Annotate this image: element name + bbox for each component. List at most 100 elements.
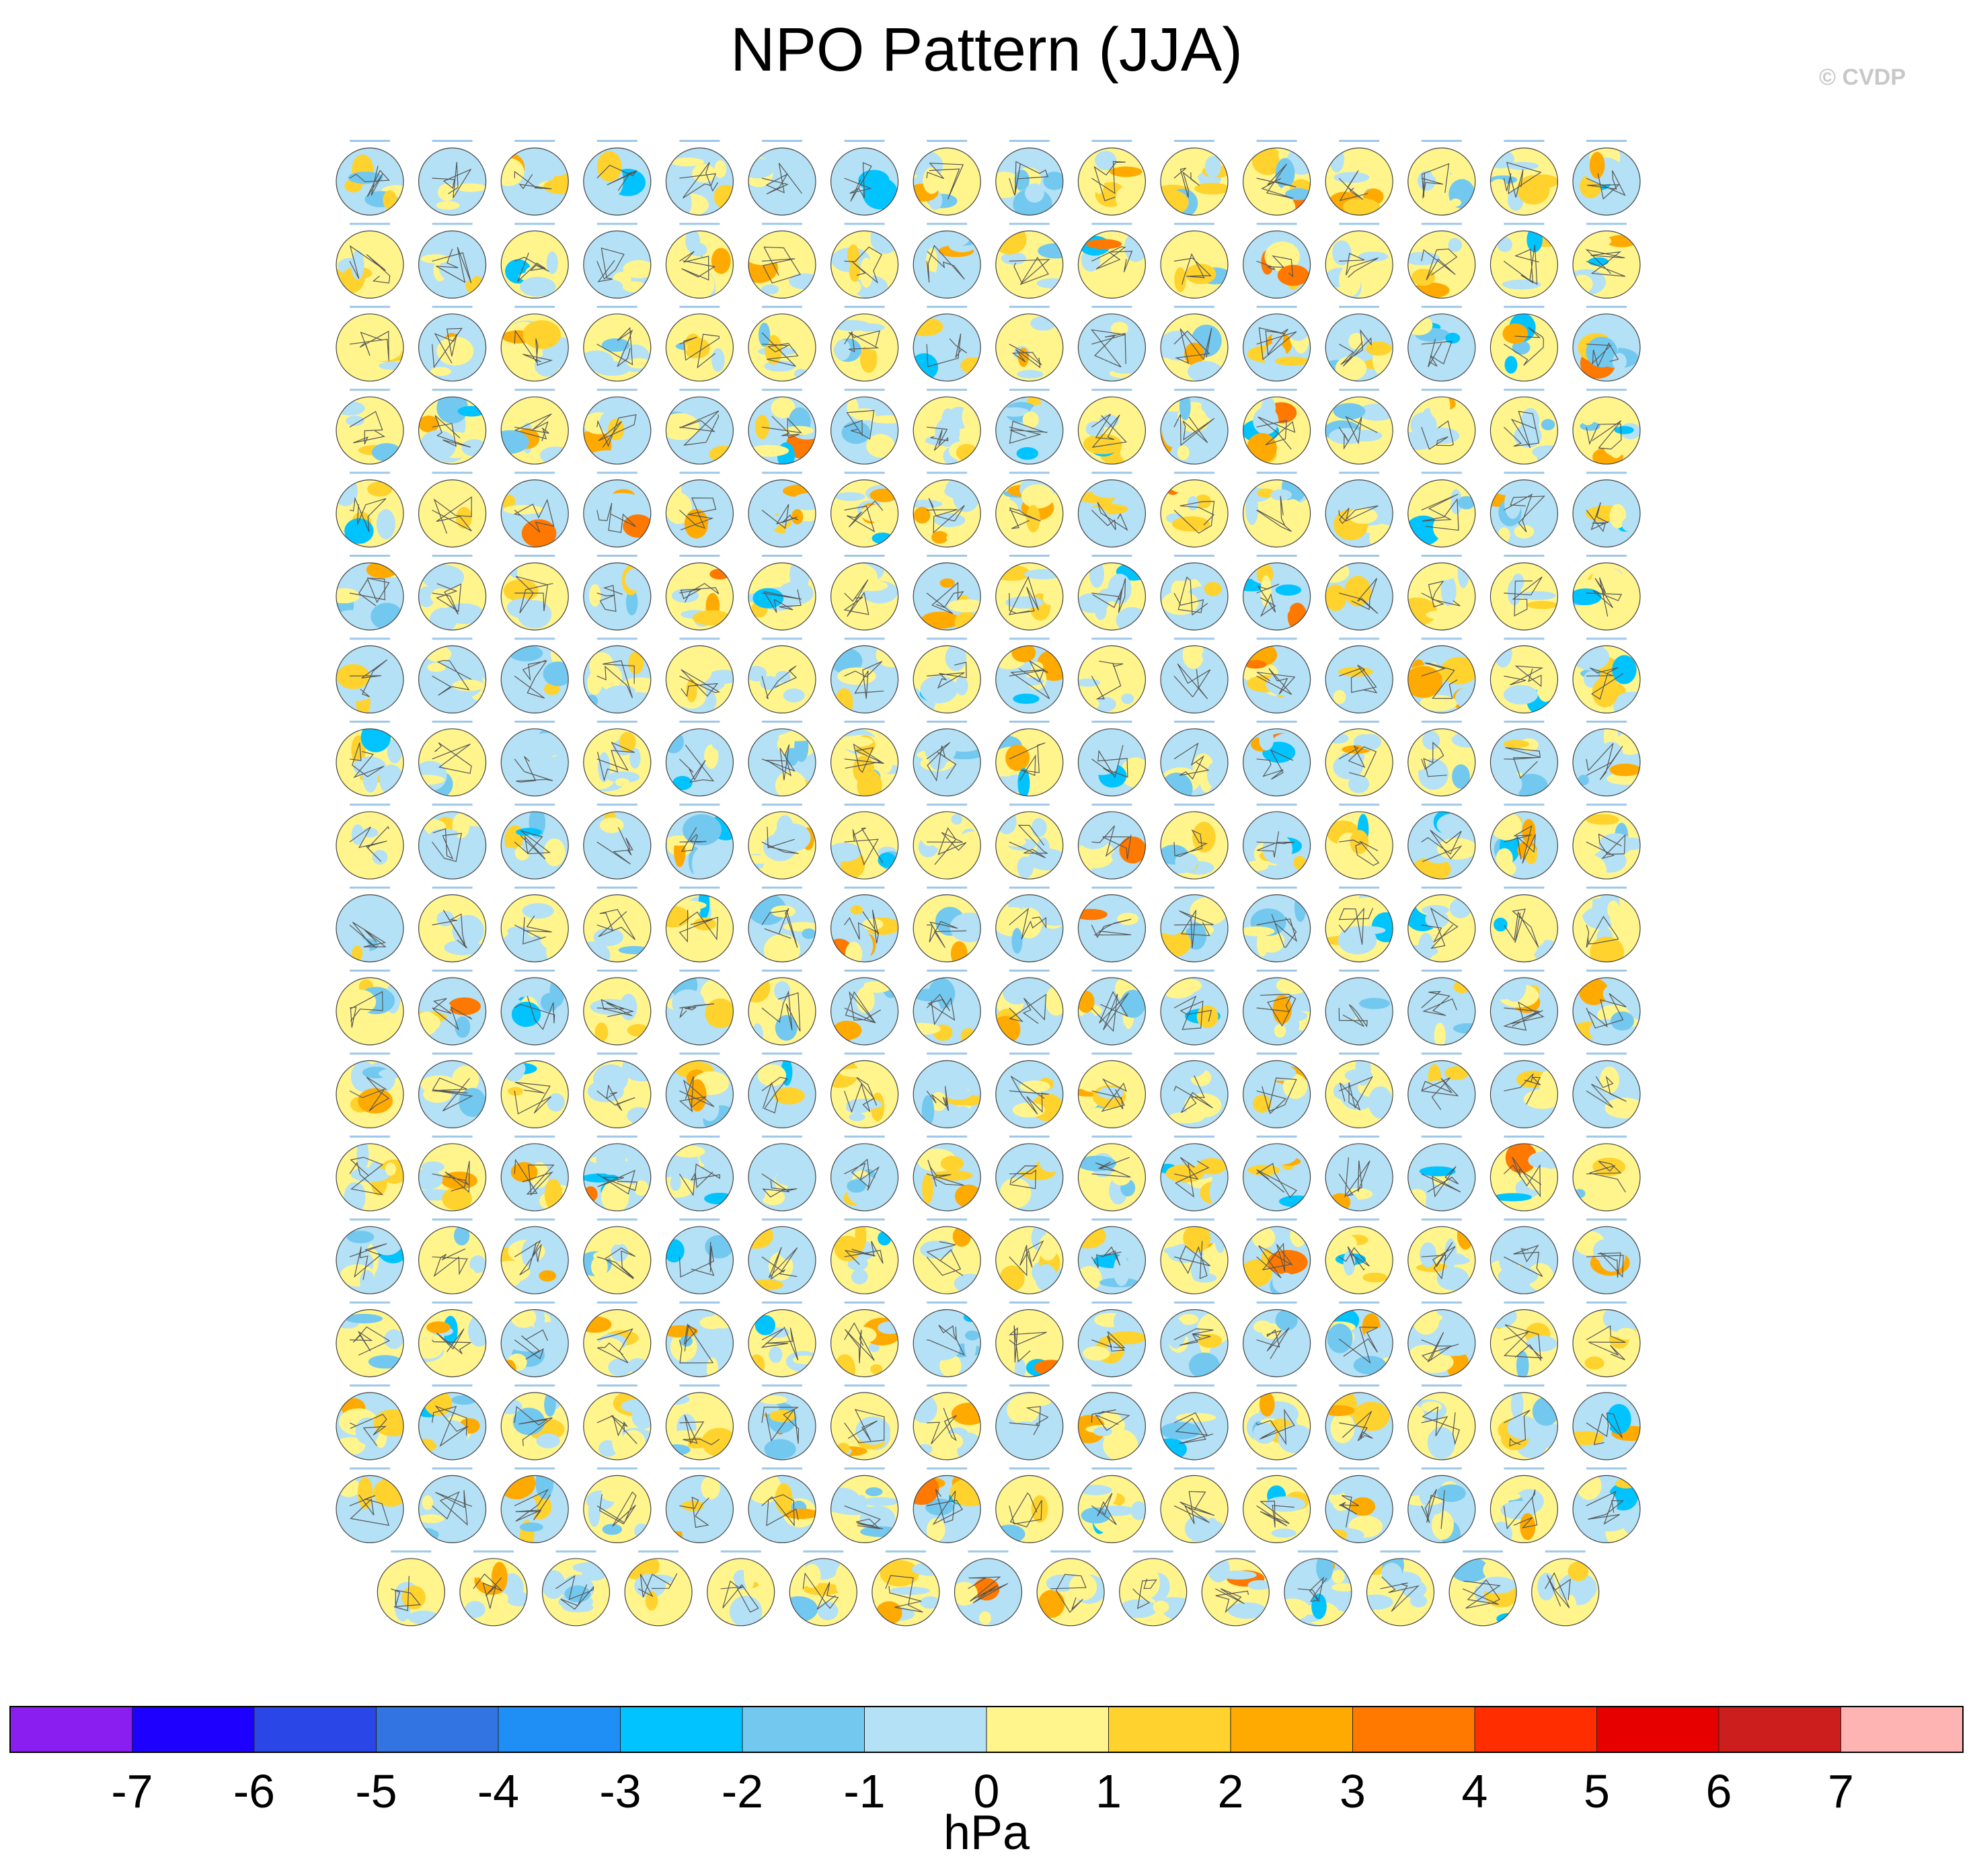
coastline	[1009, 1165, 1038, 1189]
anomaly-blob	[352, 945, 363, 962]
anomaly-blob	[1615, 336, 1640, 348]
coastline	[844, 1077, 878, 1113]
anomaly-blob	[792, 493, 816, 510]
anomaly-blob	[748, 1280, 783, 1290]
panel-caption	[679, 223, 720, 225]
panel-border	[665, 645, 734, 714]
panel-border	[913, 1392, 981, 1460]
anomaly-blob	[1163, 742, 1183, 755]
anomaly-blob	[589, 584, 601, 607]
anomaly-blob	[870, 828, 898, 837]
panel-caption	[844, 1384, 885, 1386]
panel-caption	[927, 1052, 968, 1055]
panel-border	[665, 811, 734, 880]
anomaly-blob	[1455, 251, 1469, 260]
anomaly-blob	[835, 688, 853, 713]
anomaly-blob	[1204, 582, 1222, 596]
panel-border	[336, 396, 404, 465]
map-panel	[1325, 1467, 1393, 1543]
anomaly-blob	[443, 603, 484, 625]
colorbar-bin	[986, 1706, 1109, 1753]
map-panel	[1325, 140, 1393, 216]
anomaly-blob	[1578, 775, 1589, 786]
anomaly-blob	[362, 340, 402, 361]
panel-caption	[844, 1052, 885, 1055]
panel-border	[1407, 811, 1476, 880]
anomaly-blob	[1177, 445, 1190, 461]
anomaly-blob	[933, 272, 967, 299]
anomaly-blob	[1278, 1352, 1309, 1369]
anomaly-blob	[1445, 332, 1461, 344]
panel-caption	[350, 471, 390, 474]
map-panel	[665, 1467, 734, 1543]
anomaly-blob	[1253, 1095, 1272, 1113]
panel-border	[1325, 396, 1393, 465]
anomaly-blob	[1179, 397, 1191, 421]
panel-border	[1490, 230, 1558, 299]
anomaly-blob	[383, 190, 397, 210]
anomaly-blob	[1428, 1105, 1440, 1126]
anomaly-blob	[1494, 917, 1508, 932]
anomaly-blob	[855, 1416, 890, 1445]
panel-border	[995, 645, 1064, 714]
anomaly-blob	[834, 339, 851, 360]
anomaly-blob	[689, 271, 715, 299]
panel-border	[1572, 1475, 1641, 1543]
panel-border	[500, 1308, 569, 1378]
map-panel	[1160, 140, 1229, 216]
map-panel	[500, 1384, 569, 1460]
map-panel	[1077, 389, 1147, 465]
anomaly-blob	[850, 905, 863, 915]
anomaly-blob	[860, 504, 896, 522]
panel-border	[336, 1392, 404, 1460]
map-panel	[830, 389, 899, 465]
map-panel	[1407, 1135, 1476, 1212]
coastline	[596, 1084, 635, 1111]
coastline	[1009, 1325, 1047, 1363]
map-panel	[1490, 555, 1558, 631]
panel-border	[1325, 313, 1393, 382]
panel-border	[1407, 1060, 1476, 1129]
map-panel	[1490, 1384, 1558, 1460]
map-panel	[913, 1384, 981, 1460]
anomaly-blob	[453, 1226, 470, 1246]
coastline	[432, 828, 462, 862]
anomaly-blob	[1407, 597, 1438, 626]
map-panel	[583, 886, 652, 963]
anomaly-blob	[1161, 189, 1189, 215]
map-panel	[830, 886, 899, 963]
anomaly-blob	[1078, 592, 1109, 613]
map-panel	[583, 1218, 652, 1294]
coastline	[349, 990, 383, 1028]
map-panel	[336, 720, 404, 797]
panel-border	[583, 811, 652, 880]
anomaly-blob	[345, 1314, 383, 1324]
panel-border	[1572, 313, 1641, 382]
anomaly-blob	[1353, 1401, 1390, 1432]
anomaly-blob	[367, 481, 393, 497]
anomaly-blob	[1431, 163, 1450, 180]
panel-caption	[1421, 970, 1462, 972]
anomaly-blob	[1082, 507, 1109, 528]
panel-border	[830, 1226, 899, 1294]
map-panel	[1407, 804, 1476, 880]
panel-caption	[679, 1135, 720, 1138]
panel-caption	[1339, 1135, 1380, 1138]
anomaly-blob	[418, 1338, 443, 1359]
coastline	[349, 1243, 387, 1280]
panel-caption	[679, 1218, 720, 1221]
panel-border	[995, 562, 1064, 631]
anomaly-blob	[418, 1514, 444, 1524]
anomaly-blob	[1444, 1066, 1469, 1080]
panel-border	[336, 230, 404, 299]
anomaly-blob	[546, 251, 558, 274]
panel-caption	[1421, 1218, 1462, 1221]
anomaly-blob	[1293, 855, 1306, 870]
panel-border	[830, 1308, 899, 1378]
panel-caption	[762, 1218, 802, 1221]
anomaly-blob	[1022, 412, 1039, 428]
anomaly-blob	[1619, 837, 1640, 851]
panel-caption	[1256, 223, 1297, 225]
panel-border	[1325, 728, 1393, 797]
map-panel	[1242, 1135, 1311, 1212]
